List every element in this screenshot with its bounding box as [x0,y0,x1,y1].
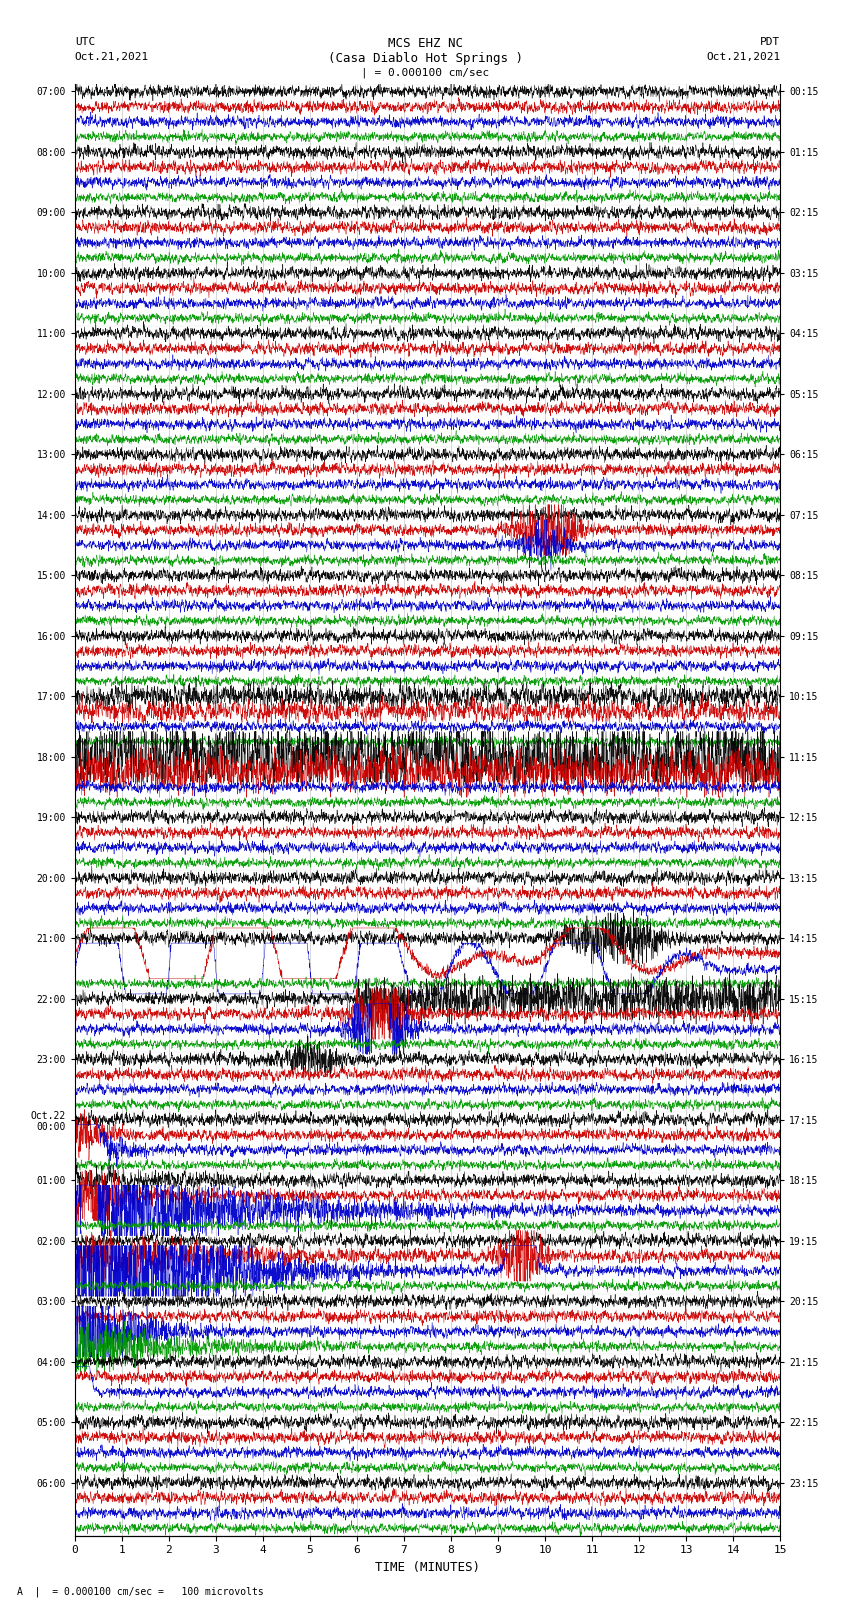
X-axis label: TIME (MINUTES): TIME (MINUTES) [375,1561,480,1574]
Text: UTC: UTC [75,37,95,47]
Text: PDT: PDT [760,37,780,47]
Text: | = 0.000100 cm/sec: | = 0.000100 cm/sec [361,68,489,79]
Text: (Casa Diablo Hot Springs ): (Casa Diablo Hot Springs ) [327,52,523,65]
Text: A  |  = 0.000100 cm/sec =   100 microvolts: A | = 0.000100 cm/sec = 100 microvolts [17,1586,264,1597]
Text: MCS EHZ NC: MCS EHZ NC [388,37,462,50]
Text: Oct.21,2021: Oct.21,2021 [75,52,149,61]
Text: Oct.21,2021: Oct.21,2021 [706,52,780,61]
